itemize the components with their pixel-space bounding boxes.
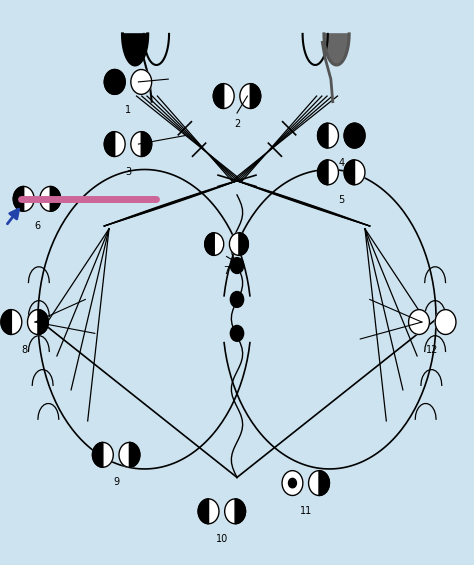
Text: 1: 1 [125,105,131,115]
Wedge shape [198,499,209,524]
Wedge shape [1,310,11,334]
Wedge shape [205,233,214,255]
Wedge shape [141,132,152,157]
Circle shape [27,310,48,334]
Circle shape [225,499,246,524]
Circle shape [240,84,261,108]
Text: 7: 7 [223,266,230,276]
Wedge shape [92,442,103,467]
Circle shape [40,186,61,211]
Circle shape [205,233,224,255]
Wedge shape [235,499,246,524]
Circle shape [1,310,22,334]
Circle shape [198,499,219,524]
Circle shape [230,258,244,273]
Circle shape [318,123,338,148]
Wedge shape [38,310,48,334]
Circle shape [230,325,244,341]
Circle shape [309,471,329,496]
Wedge shape [344,160,355,185]
Text: 11: 11 [300,506,312,516]
Wedge shape [250,84,261,108]
Circle shape [344,160,365,185]
Circle shape [104,69,125,94]
Circle shape [104,69,125,94]
Text: 5: 5 [338,195,345,205]
Text: 8: 8 [22,345,27,355]
Wedge shape [318,160,328,185]
Circle shape [409,310,429,334]
Text: 6: 6 [34,221,40,232]
Circle shape [435,310,456,334]
Wedge shape [318,123,328,148]
Text: 12: 12 [426,345,438,355]
Wedge shape [50,186,61,211]
Circle shape [344,123,365,148]
Circle shape [344,123,365,148]
Circle shape [230,292,244,307]
Text: 10: 10 [216,534,228,544]
Circle shape [92,442,113,467]
Wedge shape [129,442,140,467]
Circle shape [289,479,296,488]
Circle shape [229,233,248,255]
Text: 4: 4 [338,158,344,168]
Text: 9: 9 [113,477,119,488]
Wedge shape [319,471,329,496]
Circle shape [104,132,125,157]
Wedge shape [213,84,224,108]
Text: 2: 2 [234,119,240,129]
Circle shape [119,442,140,467]
Circle shape [13,186,34,211]
Text: 3: 3 [125,167,131,177]
Wedge shape [239,233,248,255]
Wedge shape [104,132,115,157]
Polygon shape [324,34,349,65]
Circle shape [131,69,152,94]
Circle shape [131,132,152,157]
Wedge shape [13,186,24,211]
Circle shape [213,84,234,108]
Circle shape [318,160,338,185]
Circle shape [282,471,303,496]
Polygon shape [122,34,148,65]
